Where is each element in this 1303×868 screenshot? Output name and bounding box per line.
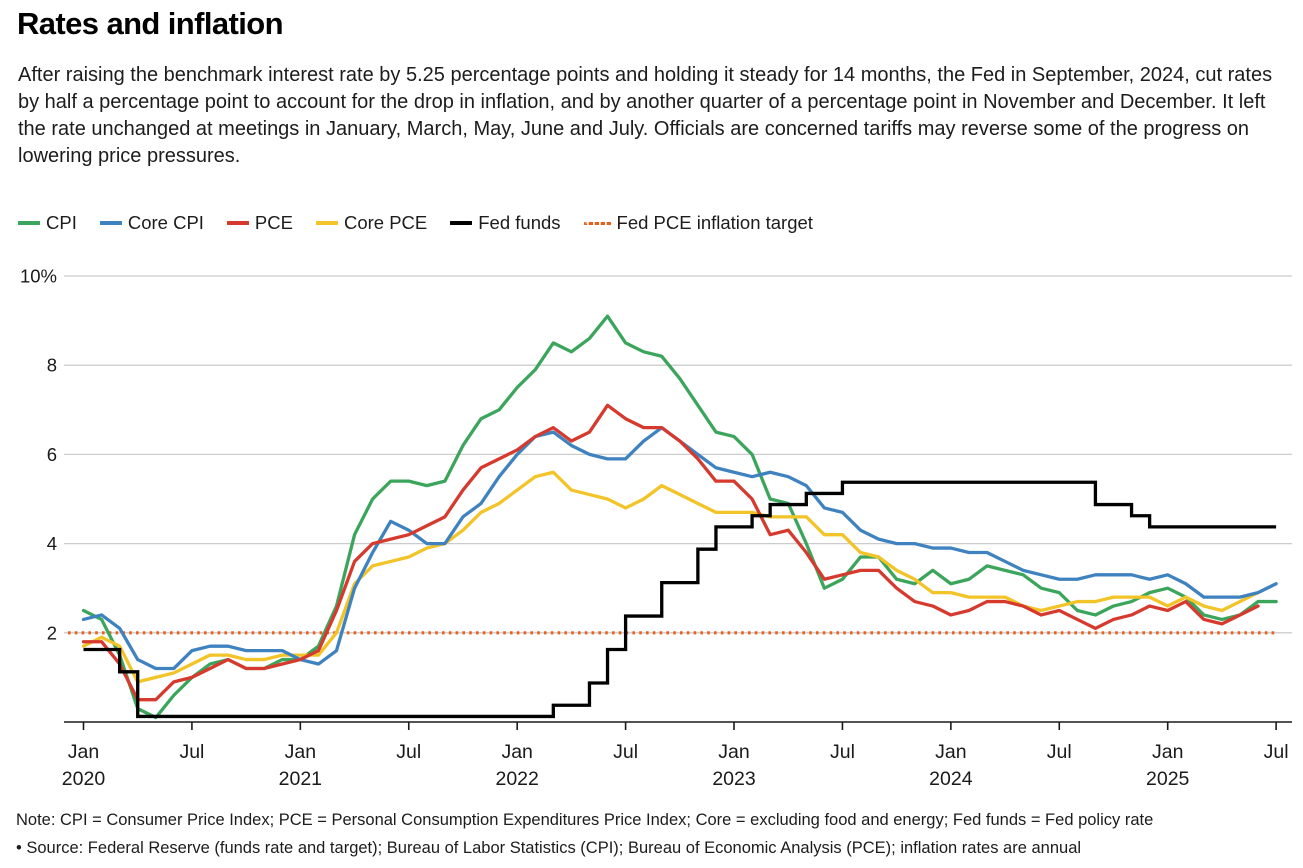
y-tick-label: 4	[47, 533, 57, 554]
legend-label-fed-funds: Fed funds	[478, 212, 561, 233]
x-tick-label: Jan	[68, 741, 99, 763]
pce-line	[81, 403, 1260, 702]
legend-swatch-cpi	[18, 221, 40, 225]
x-axis	[64, 721, 1292, 730]
x-tick-label: Jan	[1152, 741, 1183, 763]
x-tick-label: Jul	[396, 741, 421, 763]
x-tick-label: Jan	[935, 741, 966, 763]
legend-item-pce: PCE	[226, 212, 293, 234]
legend-item-fed-funds: Fed funds	[450, 212, 561, 234]
legend-swatch-core-cpi	[99, 221, 122, 225]
legend-item-core-cpi: Core CPI	[99, 212, 204, 234]
chart-notes: Note: CPI = Consumer Price Index; PCE = …	[16, 807, 1296, 862]
legend-swatch-core-pce	[315, 221, 338, 225]
x-tick-label: Jan	[501, 741, 532, 763]
legend-label-core-pce: Core PCE	[343, 212, 428, 233]
x-tick-label: Jan	[718, 741, 749, 763]
cpi-line	[81, 314, 1278, 720]
x-tick-label: Jul	[1264, 741, 1289, 763]
x-tick-label: Jul	[1047, 741, 1072, 763]
y-tick-label: 6	[47, 444, 57, 465]
core-pce-line	[81, 470, 1260, 684]
x-tick-label: Jul	[830, 741, 855, 763]
gridlines	[64, 275, 1292, 634]
note-definitions: Note: CPI = Consumer Price Index; PCE = …	[16, 811, 1154, 829]
x-year-label: 2024	[929, 768, 973, 790]
y-tick-label: 10%	[20, 266, 57, 287]
chart-description: After raising the benchmark interest rat…	[18, 64, 1273, 167]
legend-swatch-fed-pce-inflation-target	[583, 221, 611, 225]
legend-label-cpi: CPI	[46, 212, 77, 233]
page-title: Rates and inflation	[17, 6, 284, 41]
y-tick-label: 8	[47, 355, 57, 376]
x-year-label: 2023	[712, 768, 755, 790]
legend-item-cpi: CPI	[18, 212, 77, 234]
legend-item-fed-pce-inflation-target: Fed PCE inflation target	[583, 212, 813, 234]
legend-label-pce: PCE	[254, 212, 293, 233]
fed-funds-line	[83, 480, 1277, 719]
y-tick-label: 2	[47, 622, 57, 643]
x-tick-label: Jan	[285, 741, 316, 763]
legend-swatch-fed-funds	[450, 221, 473, 225]
y-axis-labels: 2 4 6 8 10%	[20, 266, 57, 644]
legend-swatch-pce	[226, 221, 249, 225]
x-year-label: 2025	[1146, 768, 1190, 790]
legend: CPI Core CPI PCE Core PCE Fed funds Fed PCE i…	[18, 212, 813, 234]
x-year-label: 2021	[279, 768, 322, 790]
legend-label-core-cpi: Core CPI	[127, 212, 204, 233]
legend-item-core-pce: Core PCE	[315, 212, 428, 234]
x-tick-label: Jul	[613, 741, 638, 763]
x-year-label: 2022	[495, 768, 538, 790]
x-axis-labels: Jan 2020 Jul Jan 2021 Jul Jan 2022 Jul Jan 2023 Jul…	[62, 741, 1289, 790]
x-tick-label: Jul	[179, 741, 204, 763]
note-source: • Source: Federal Reserve (funds rate an…	[16, 838, 1082, 857]
legend-label-fed-pce-inflation-target: Fed PCE inflation target	[616, 212, 813, 233]
x-year-label: 2020	[62, 768, 106, 790]
